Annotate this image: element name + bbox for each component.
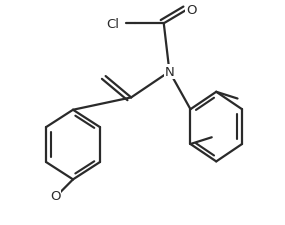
Text: O: O bbox=[186, 4, 197, 17]
Text: N: N bbox=[164, 66, 174, 79]
Text: Cl: Cl bbox=[106, 18, 119, 31]
Text: O: O bbox=[50, 189, 60, 202]
